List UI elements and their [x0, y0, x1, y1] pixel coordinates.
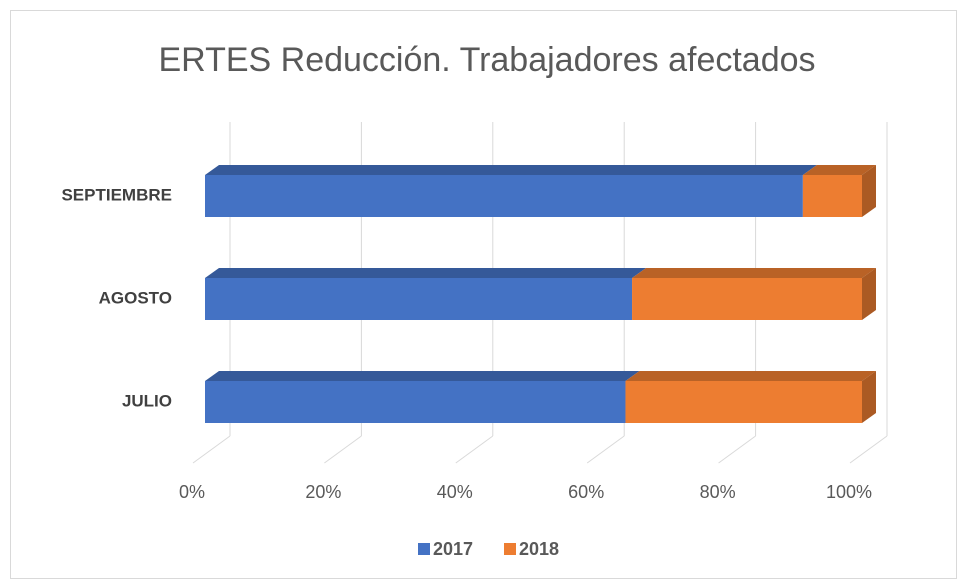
floor-line [586, 435, 625, 464]
chart-title: ERTES Reducción. Trabajadores afectados [158, 41, 815, 79]
floor-line [849, 435, 888, 464]
bar-top [205, 371, 640, 381]
bar [205, 381, 626, 423]
bar [632, 278, 862, 320]
x-tick-label: 40% [437, 482, 473, 502]
legend-swatch [504, 543, 516, 555]
floor-line [455, 435, 494, 464]
legend-swatch [418, 543, 430, 555]
bar-side [862, 165, 876, 217]
x-tick-label: 0% [179, 482, 205, 502]
bar-side [862, 268, 876, 320]
bar [205, 278, 633, 320]
category-label: JULIO [122, 391, 172, 410]
bar [625, 381, 862, 423]
bar-side [862, 371, 876, 423]
floor-line [192, 435, 231, 464]
bar-top [632, 268, 876, 278]
x-tick-label: 20% [305, 482, 341, 502]
legend-label: 2017 [433, 539, 473, 559]
floor-line [718, 435, 756, 464]
legend-label: 2018 [519, 539, 559, 559]
x-tick-label: 80% [700, 482, 736, 502]
category-label: AGOSTO [99, 288, 172, 307]
category-label: SEPTIEMBRE [61, 185, 172, 204]
bar [205, 175, 803, 217]
x-tick-label: 60% [568, 482, 604, 502]
bar-top [625, 371, 876, 381]
bar-top [205, 268, 647, 278]
bar-top [205, 165, 817, 175]
x-tick-label: 100% [826, 482, 872, 502]
floor-line [324, 435, 362, 464]
bar [802, 175, 862, 217]
bar-top [802, 165, 876, 175]
